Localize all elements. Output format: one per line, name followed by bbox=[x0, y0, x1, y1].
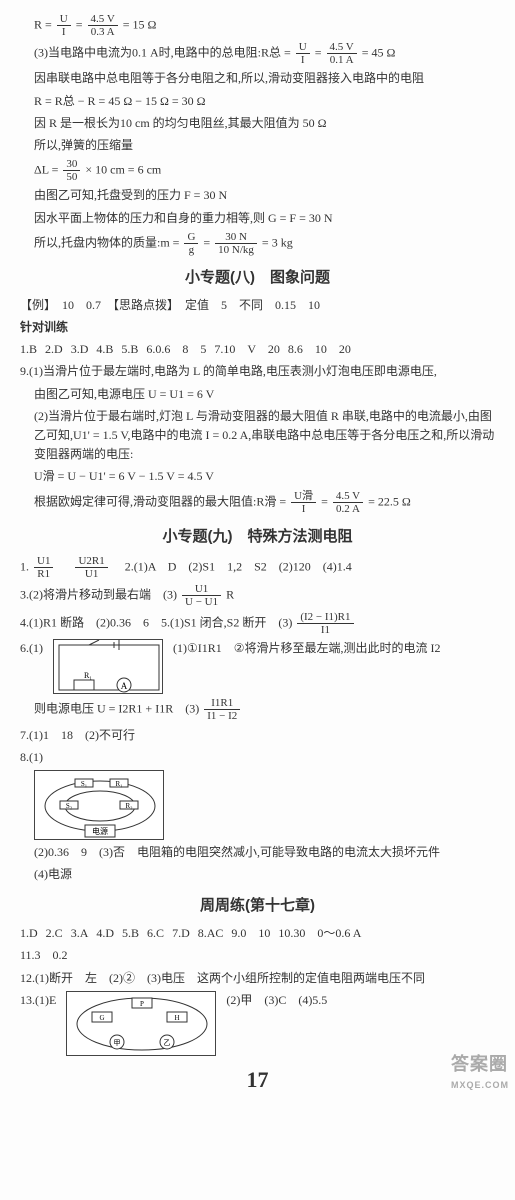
svg-text:S₂: S₂ bbox=[66, 802, 73, 810]
week-row1: 1.D2.C3.A4.D5.B6.C7.D8.AC9.0 1010.30 0～0… bbox=[20, 924, 495, 943]
svg-text:甲: 甲 bbox=[114, 1039, 121, 1047]
s9-q6b: 则电源电压 U = I2R1 + I1R (3) I1R1I1 − I2 bbox=[20, 697, 495, 722]
circuit2-svg: S₁ R₁ R₂ S₂ 电源 bbox=[35, 771, 165, 841]
watermark: 答案圈 MXQE.COM bbox=[451, 1050, 509, 1093]
s9-q6: 6.(1) A R₁ (1)①I1R1 ②将滑片移至最左端,测出此时的电流 I2 bbox=[20, 639, 495, 694]
p7: 所以,弹簧的压缩量 bbox=[20, 136, 495, 155]
circuit-diagram-1: A R₁ bbox=[53, 639, 163, 694]
q9b: 由图乙可知,电源电压 U = U1 = 6 V bbox=[20, 385, 495, 404]
s9-q7: 7.(1)1 18 (2)不可行 bbox=[20, 726, 495, 745]
p5: R = R总 − R = 45 Ω − 15 Ω = 30 Ω bbox=[20, 92, 495, 111]
svg-text:R₁: R₁ bbox=[115, 780, 122, 788]
s9-q3: 3.(2)将滑片移动到最右端 (3) U1U − U1 R bbox=[20, 583, 495, 608]
svg-text:H: H bbox=[175, 1014, 180, 1022]
svg-text:G: G bbox=[100, 1014, 105, 1022]
section8-example: 【例】 10 0.7 【思路点拨】 定值 5 不同 0.15 10 bbox=[20, 296, 495, 315]
section8-answers: 1.B2.D3.D4.B5.B6.0.6 8 57.10 V 208.6 10 … bbox=[20, 340, 495, 359]
svg-text:R₁: R₁ bbox=[84, 671, 92, 680]
p6: 因 R 是一根长为10 cm 的均匀电阻丝,其最大阻值为 50 Ω bbox=[20, 114, 495, 133]
s9-q8c: (4)电源 bbox=[20, 865, 495, 884]
svg-text:R₂: R₂ bbox=[125, 802, 133, 810]
circuit-diagram-3: G P H 甲 乙 bbox=[66, 991, 216, 1056]
s9-q8b: (2)0.36 9 (3)否 电阻箱的电阻突然减小,可能导致电路的电流太大损坏元… bbox=[20, 843, 495, 862]
p3: (3)当电路中电流为0.1 A时,电路中的总电阻:R总 = UI = 4.5 V… bbox=[20, 41, 495, 66]
circuit2-wrap: S₁ R₁ R₂ S₂ 电源 bbox=[20, 770, 495, 840]
svg-text:P: P bbox=[140, 1000, 144, 1008]
formula-r: R = UI = 4.5 V0.3 A = 15 Ω bbox=[20, 13, 495, 38]
section9-title: 小专题(九) 特殊方法测电阻 bbox=[20, 525, 495, 549]
p8: ΔL = 3050 × 10 cm = 6 cm bbox=[20, 158, 495, 183]
q9a: 9.(1)当滑片位于最左端时,电路为 L 的简单电路,电压表测小灯泡电压即电源电… bbox=[20, 362, 495, 381]
week-q13: 13.(1)E G P H 甲 乙 (2)甲 (3)C (4)5.5 bbox=[20, 991, 495, 1056]
circuit3-svg: G P H 甲 乙 bbox=[67, 992, 217, 1057]
p9: 由图乙可知,托盘受到的压力 F = 30 N bbox=[20, 186, 495, 205]
svg-text:S₁: S₁ bbox=[81, 780, 87, 788]
circuit1-svg: A R₁ bbox=[54, 640, 164, 695]
p4: 因串联电路中总电阻等于各分电阻之和,所以,滑动变阻器接入电路中的电阻 bbox=[20, 69, 495, 88]
week-q11: 11.3 0.2 bbox=[20, 946, 495, 965]
s9-q4: 4.(1)R1 断路 (2)0.36 6 5.(1)S1 闭合,S2 断开 (3… bbox=[20, 611, 495, 636]
watermark-main: 答案圈 bbox=[451, 1054, 508, 1074]
page-number: 17 bbox=[247, 1062, 269, 1097]
svg-text:A: A bbox=[121, 681, 128, 691]
q9c: (2)当滑片位于最右端时,灯泡 L 与滑动变阻器的最大阻值 R 串联,电路中的电… bbox=[20, 407, 495, 465]
svg-text:乙: 乙 bbox=[164, 1039, 171, 1047]
p10: 因水平面上物体的压力和自身的重力相等,则 G = F = 30 N bbox=[20, 209, 495, 228]
watermark-sub: MXQE.COM bbox=[451, 1078, 509, 1092]
q9e: 根据欧姆定律可得,滑动变阻器的最大阻值:R滑 = U滑I = 4.5 V0.2 … bbox=[20, 490, 495, 515]
section8-title: 小专题(八) 图象问题 bbox=[20, 266, 495, 290]
train-label: 针对训练 bbox=[20, 318, 495, 337]
circuit-diagram-2: S₁ R₁ R₂ S₂ 电源 bbox=[34, 770, 164, 840]
q9d: U滑 = U − U1' = 6 V − 1.5 V = 4.5 V bbox=[20, 467, 495, 486]
p11: 所以,托盘内物体的质量:m = Gg = 30 N10 N/kg = 3 kg bbox=[20, 231, 495, 256]
s9-q8: 8.(1) bbox=[20, 748, 495, 767]
svg-text:电源: 电源 bbox=[92, 826, 108, 836]
section-week-title: 周周练(第十七章) bbox=[20, 894, 495, 918]
week-q12: 12.(1)断开 左 (2)② (3)电压 这两个小组所控制的定值电阻两端电压不… bbox=[20, 969, 495, 988]
s9-q1: 1. U1R1 U2R1U1 2.(1)A D (2)S1 1,2 S2 (2)… bbox=[20, 555, 495, 580]
